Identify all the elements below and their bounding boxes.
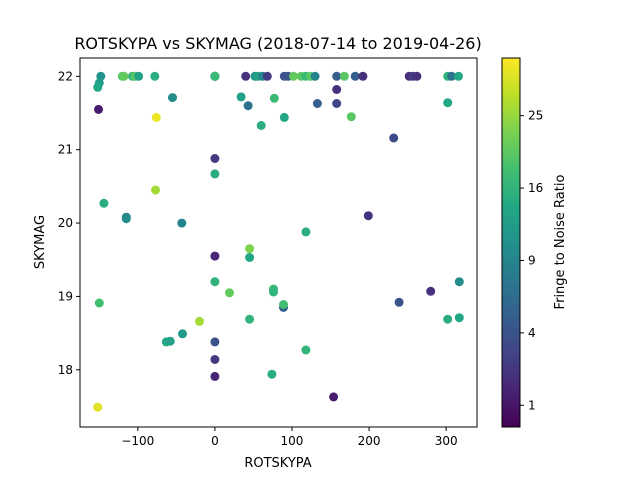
- data-point: [332, 99, 342, 108]
- data-point: [426, 286, 436, 296]
- data-point: [389, 133, 399, 143]
- data-point: [210, 337, 220, 347]
- data-point: [350, 71, 360, 81]
- x-axis-label: ROTSKYPA: [244, 456, 311, 471]
- y-axis-ticks: 18 19 20 21 22: [58, 69, 80, 377]
- y-tick-label: 22: [58, 69, 73, 83]
- x-tick-label: −100: [121, 434, 154, 448]
- x-tick-label: 0: [211, 434, 219, 448]
- data-point: [210, 71, 220, 81]
- data-point: [329, 392, 339, 402]
- data-point: [447, 71, 457, 81]
- data-point: [289, 71, 298, 81]
- colorbar-tick-label: 4: [528, 326, 536, 340]
- data-point: [210, 169, 220, 179]
- plot-frame: [79, 57, 478, 428]
- data-point: [454, 277, 464, 287]
- data-point: [245, 244, 255, 254]
- data-point: [165, 336, 175, 346]
- x-tick-label: 200: [358, 434, 381, 448]
- data-point: [312, 99, 322, 108]
- data-point: [121, 214, 131, 224]
- data-point: [93, 82, 103, 92]
- data-point: [151, 185, 160, 195]
- data-point: [241, 71, 251, 81]
- x-tick-label: 100: [281, 434, 304, 448]
- data-point: [94, 104, 103, 114]
- data-point: [245, 253, 255, 262]
- data-point: [262, 71, 272, 81]
- data-point: [210, 355, 220, 364]
- data-point: [346, 112, 356, 122]
- data-point: [301, 227, 311, 237]
- data-point: [151, 112, 161, 122]
- x-tick-label: 300: [435, 434, 458, 448]
- y-tick-label: 19: [58, 289, 73, 303]
- data-point: [150, 71, 160, 81]
- colorbar-tick-label: 16: [528, 181, 543, 195]
- data-point: [177, 218, 187, 228]
- colorbar-tick-label: 1: [528, 398, 536, 412]
- data-point: [412, 71, 422, 81]
- data-point: [310, 71, 320, 81]
- data-point: [195, 316, 204, 326]
- data-point: [443, 98, 453, 108]
- colorbar-label: Fringe to Noise Ratio: [553, 175, 568, 310]
- data-point: [454, 313, 464, 323]
- data-point: [394, 297, 404, 307]
- data-point: [94, 298, 104, 308]
- data-point: [236, 92, 246, 102]
- chart-title: ROTSKYPA vs SKYMAG (2018-07-14 to 2019-0…: [74, 34, 481, 53]
- data-point: [245, 314, 255, 324]
- y-tick-label: 21: [58, 143, 73, 157]
- data-point: [178, 329, 187, 339]
- data-point: [225, 288, 234, 298]
- data-point: [363, 211, 373, 221]
- y-axis-label: SKYMAG: [33, 215, 48, 269]
- data-point: [443, 314, 453, 324]
- data-point: [301, 345, 311, 355]
- data-point: [210, 277, 220, 287]
- data-point: [99, 198, 109, 208]
- y-tick-label: 20: [58, 216, 73, 230]
- y-tick-label: 18: [58, 363, 73, 377]
- colorbar-tick-label: 9: [528, 253, 536, 267]
- data-point: [93, 402, 103, 412]
- data-point: [210, 154, 220, 163]
- data-point: [256, 121, 266, 130]
- data-point: [332, 71, 342, 81]
- data-point: [134, 71, 144, 81]
- data-point: [168, 93, 177, 103]
- colorbar-tick-label: 25: [528, 109, 543, 123]
- data-point: [267, 369, 277, 379]
- data-point: [279, 300, 288, 309]
- data-point: [269, 287, 278, 297]
- data-point: [243, 101, 253, 111]
- data-point: [210, 371, 220, 381]
- x-axis-ticks: −100 0 100 200 300: [121, 427, 458, 448]
- data-point: [279, 112, 289, 122]
- colorbar: [501, 57, 521, 428]
- points-layer: [93, 71, 464, 412]
- data-point: [269, 93, 279, 103]
- data-point: [339, 71, 349, 81]
- data-point: [358, 71, 368, 81]
- data-point: [332, 85, 342, 94]
- data-point: [454, 71, 463, 81]
- data-point: [119, 71, 129, 81]
- data-point: [210, 251, 220, 261]
- colorbar-ticks: 1 4 9 16 25: [520, 109, 543, 412]
